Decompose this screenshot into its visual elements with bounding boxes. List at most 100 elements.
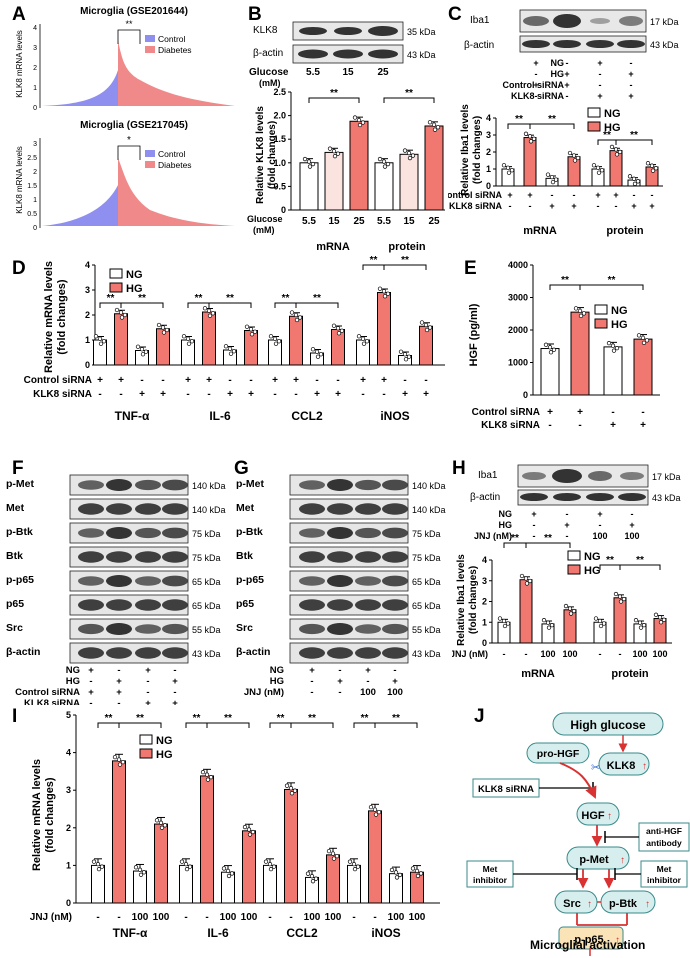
panel-a-top-title: Microglia (GSE201644) (80, 6, 188, 17)
data-point (293, 312, 299, 318)
data-point (187, 864, 193, 869)
data-point (551, 347, 557, 352)
blot-label: p-Btk (236, 526, 263, 538)
condition-label: HG (66, 676, 80, 687)
data-point (135, 344, 141, 349)
significance-mark: ** (608, 275, 616, 286)
kda-label: 75 kDa (412, 553, 441, 563)
y-axis-label: (fold changes) (56, 279, 68, 355)
data-point (427, 325, 433, 330)
data-point (627, 174, 633, 179)
legend-swatch-control (145, 150, 155, 157)
blot-band (382, 503, 408, 515)
control-violin (42, 70, 118, 106)
group-label: iNOS (371, 926, 400, 940)
data-point (357, 122, 363, 128)
data-point (231, 349, 237, 354)
condition-value: - (578, 420, 581, 431)
blot-band (299, 647, 325, 659)
data-point (435, 125, 441, 130)
condition-value: - (566, 509, 569, 519)
data-point (140, 352, 146, 357)
bar (299, 162, 319, 211)
blot-band (106, 623, 132, 635)
condition-label: KLK8 siRNA (511, 91, 565, 101)
blot-label: p65 (6, 598, 24, 610)
condition-value: + (628, 91, 633, 101)
data-point (501, 618, 507, 624)
condition-value: - (361, 389, 364, 400)
blot-label: β-actin (464, 40, 494, 51)
significance-bracket (118, 722, 162, 728)
data-point (244, 324, 250, 329)
kda-label: 35 kDa (407, 27, 436, 37)
legend-ng: NG (126, 269, 143, 281)
condition-value: + (595, 190, 600, 200)
condition-value: - (382, 389, 385, 400)
legend-ng: NG (604, 108, 621, 120)
significance-mark: ** (313, 293, 321, 304)
group-label: mRNA (521, 668, 555, 680)
condition-value: + (360, 375, 366, 386)
y-axis-label: Relative Iba1 levels (456, 554, 467, 646)
significance-mark: ** (308, 713, 316, 724)
legend-swatch-ng (109, 268, 123, 279)
panel-b: KLK8 β-actin 35 kDa 43 kDa Glucose (mM) … (247, 21, 445, 253)
blot-label: p65 (236, 598, 254, 610)
condition-value: + (116, 676, 122, 687)
up-arrow-icon: ↑ (620, 855, 625, 866)
group-label: protein (611, 668, 649, 680)
a-bot-tick: 0 (33, 225, 37, 232)
legend-swatch-ng (594, 304, 608, 315)
data-point (355, 864, 361, 869)
blot-label: p-Btk (6, 526, 33, 538)
data-point (221, 866, 227, 871)
y-axis-label: (fold changes) (472, 116, 483, 184)
data-point (318, 352, 324, 357)
data-point (141, 870, 147, 875)
data-point (545, 620, 551, 625)
bar (114, 313, 128, 366)
blot-band (106, 527, 132, 539)
kda-label: 140 kDa (412, 481, 446, 491)
data-point (356, 117, 362, 123)
condition-value: - (566, 91, 569, 101)
group-label: TNF-α (115, 409, 150, 423)
condition-value: - (96, 912, 99, 923)
condition-value: + (88, 687, 94, 698)
condition-value: - (310, 687, 313, 698)
condition-value: + (365, 665, 371, 676)
data-point (360, 336, 366, 341)
data-point (505, 165, 511, 170)
condition-value: - (338, 665, 341, 676)
bar (284, 788, 298, 904)
data-point (263, 859, 269, 864)
data-point (641, 340, 647, 345)
blot-band (327, 623, 353, 635)
condition-value: - (228, 375, 231, 386)
diabetes-violin (118, 40, 235, 106)
data-point (385, 291, 391, 296)
blot-label: Met (236, 502, 255, 514)
data-point (427, 120, 433, 125)
data-point (377, 156, 383, 162)
blot-band (299, 623, 325, 635)
data-point (397, 872, 403, 878)
data-point (402, 148, 408, 153)
blot-label: p-p65 (6, 574, 34, 586)
blot-band (355, 599, 381, 611)
blot-label: p-Met (6, 478, 34, 490)
condition-value: + (531, 509, 536, 519)
data-point (613, 591, 619, 597)
condition-value: 100 (325, 912, 342, 923)
condition-value: + (309, 665, 315, 676)
bar (368, 810, 382, 904)
blot-label: Iba1 (470, 15, 490, 26)
chart-i: 0 1 2 3 4 5 ** ** ** ** ** ** ** ** NG HG Relative mRNA … (30, 710, 440, 940)
legend-swatch-hg (139, 748, 153, 759)
data-point (606, 340, 612, 346)
group-label: protein (606, 225, 644, 237)
legend-hg: HG (156, 749, 173, 761)
significance-bracket (120, 302, 164, 308)
data-point (118, 310, 124, 315)
